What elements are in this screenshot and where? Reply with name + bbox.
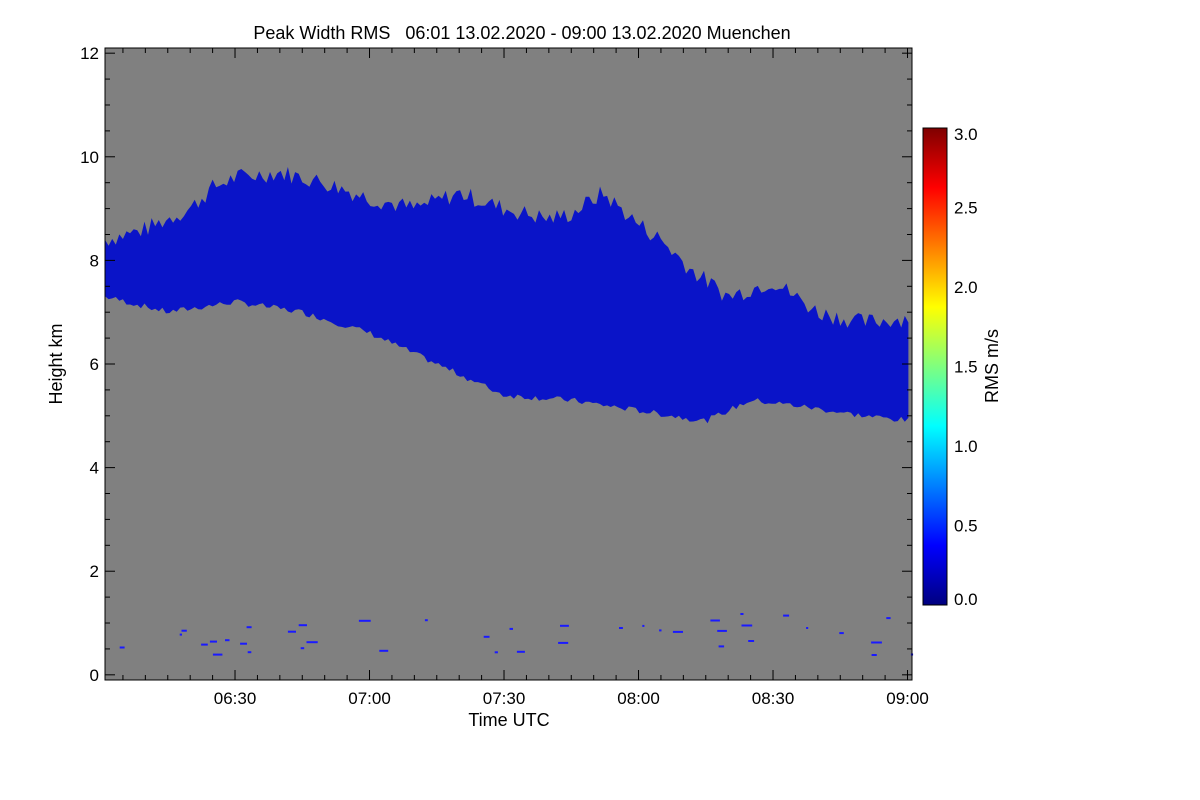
x-axis: 06:30 07:00 07:30 08:00 08:30 09:00 [122, 48, 929, 708]
x-tick-label: 07:30 [483, 689, 526, 708]
x-tick-label: 08:00 [617, 689, 660, 708]
echo-speck [740, 613, 744, 615]
y-tick-label: 2 [90, 562, 99, 581]
cloud-layer [105, 167, 909, 424]
echo-speck [306, 641, 318, 644]
echo-speck [300, 647, 305, 650]
echo-speck [659, 629, 662, 632]
colorbar-tick-label: 0.5 [954, 517, 978, 536]
echo-speck [494, 651, 498, 654]
x-tick-label: 07:00 [348, 689, 391, 708]
chart-title: Peak Width RMS 06:01 13.02.2020 - 09:00 … [253, 23, 790, 43]
echo-speck [710, 619, 720, 622]
echo-speck [424, 619, 428, 622]
x-tick-label: 09:00 [886, 689, 929, 708]
echo-speck [839, 632, 844, 635]
y-tick-label: 0 [90, 666, 99, 685]
colorbar-scale [922, 127, 948, 606]
echo-speck [247, 651, 252, 654]
y-tick-label: 8 [90, 251, 99, 270]
echo-speck [181, 629, 187, 632]
echo-speck [718, 645, 725, 648]
echo-speck [741, 624, 753, 627]
echo-speck [619, 627, 623, 629]
echo-speck [298, 624, 307, 627]
plot-area [104, 47, 914, 681]
echo-speck [516, 650, 525, 653]
colorbar-ticks: 0.0 0.5 1.0 1.5 2.0 2.5 3.0 [954, 125, 978, 609]
low-level-echoes [119, 613, 914, 656]
echo-speck [672, 630, 683, 633]
echo-speck [558, 641, 569, 644]
echo-speck [871, 641, 882, 644]
colorbar-tick-label: 2.0 [954, 278, 978, 297]
echo-speck [240, 642, 247, 645]
echo-speck [748, 640, 755, 642]
colorbar-tick-label: 1.5 [954, 358, 978, 377]
echo-speck [358, 619, 371, 622]
echo-speck [119, 646, 125, 649]
x-tick-label: 08:30 [752, 689, 795, 708]
echo-speck [560, 624, 569, 627]
echo-speck [287, 630, 296, 633]
colorbar-tick-label: 2.5 [954, 199, 978, 218]
colorbar-tick-label: 0.0 [954, 590, 978, 609]
x-tick-label: 06:30 [214, 689, 257, 708]
echo-speck [483, 635, 490, 638]
echo-speck [717, 629, 727, 632]
echo-speck [246, 626, 252, 629]
echo-speck [209, 640, 217, 643]
echo-speck [642, 624, 645, 627]
x-axis-label: Time UTC [468, 710, 549, 730]
y-tick-label: 4 [90, 459, 99, 478]
colorbar-tick-label: 1.0 [954, 437, 978, 456]
colorbar-tick-label: 3.0 [954, 125, 978, 144]
echo-speck [783, 614, 790, 617]
colorbar-label: RMS m/s [982, 329, 1002, 403]
y-axis-label: Height km [46, 323, 66, 404]
echo-speck [225, 639, 230, 642]
echo-speck [201, 643, 208, 646]
echo-speck [886, 617, 891, 620]
echo-speck [871, 654, 877, 656]
echo-speck [212, 653, 223, 656]
y-axis: 0 2 4 6 8 10 12 [80, 44, 912, 685]
y-tick-label: 6 [90, 355, 99, 374]
colorbar: 0.0 0.5 1.0 1.5 2.0 2.5 3.0 RMS m/s [922, 125, 1002, 609]
echo-speck [179, 633, 182, 636]
echo-speck [379, 649, 389, 652]
echo-speck [806, 627, 809, 629]
y-tick-label: 10 [80, 148, 99, 167]
echo-speck [509, 627, 513, 630]
y-tick-label: 12 [80, 44, 99, 63]
